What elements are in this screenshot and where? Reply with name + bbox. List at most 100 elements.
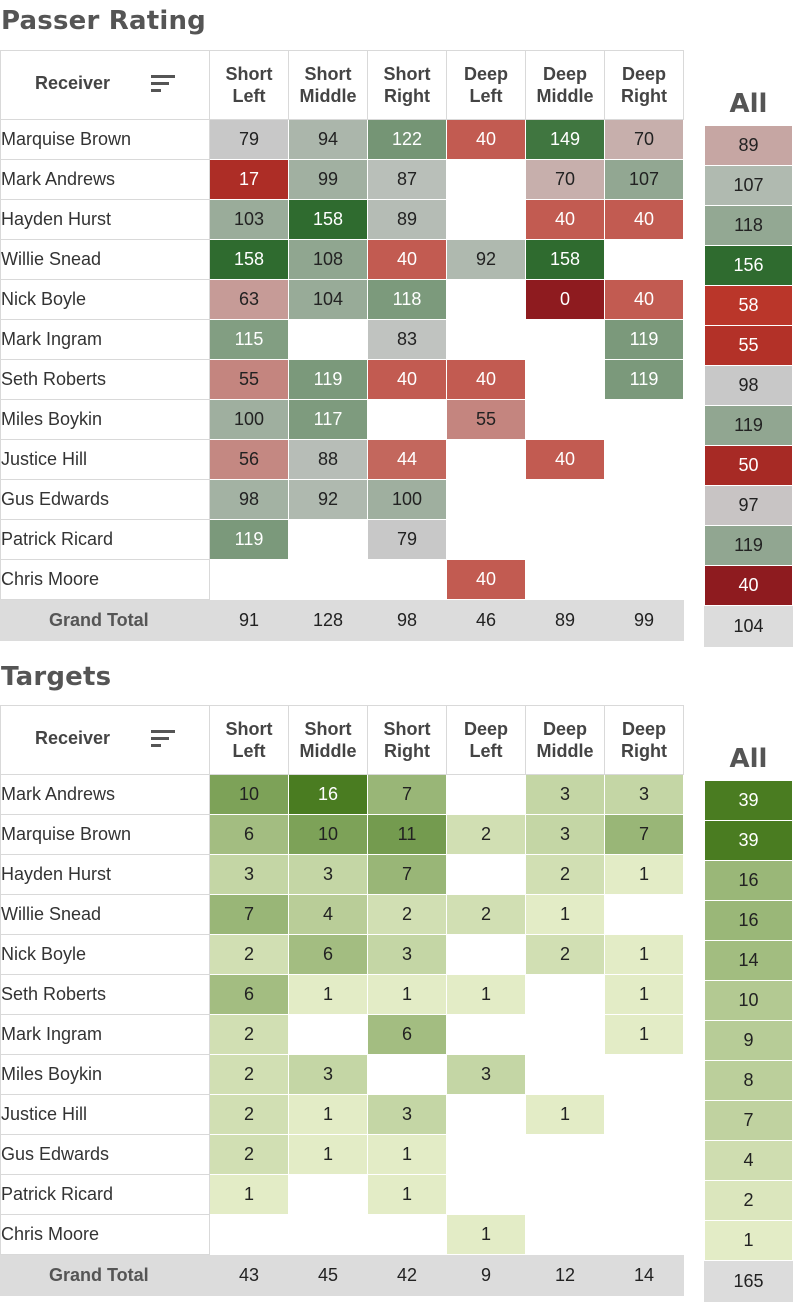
column-header[interactable]: Short Middle [288, 705, 368, 775]
heat-cell: 1 [288, 1134, 368, 1175]
all-total-value: 104 [704, 605, 793, 647]
targets-section: Targets Receiver Short Left Short Middle Sh… [0, 656, 794, 1306]
all-row: 97 [704, 485, 793, 526]
heat-cell: 107 [604, 159, 684, 200]
heat-cell [525, 399, 605, 440]
heat-cell [367, 559, 447, 600]
grand-total-value: 99 [604, 599, 684, 641]
column-header-label: Deep Left [463, 64, 508, 106]
heat-cell: 1 [209, 1174, 289, 1215]
all-cell: 14 [704, 940, 793, 981]
heat-cell [288, 1174, 368, 1215]
heat-cell: 119 [604, 359, 684, 400]
column-header-label: Deep Left [463, 719, 508, 761]
all-cell: 107 [704, 165, 793, 206]
all-cell: 9 [704, 1020, 793, 1061]
heat-cell: 10 [209, 774, 289, 815]
receiver-header[interactable]: Receiver [0, 705, 210, 775]
all-row: 50 [704, 445, 793, 486]
all-cell: 55 [704, 325, 793, 366]
receiver-name: Seth Roberts [0, 974, 210, 1015]
heat-cell [288, 1214, 368, 1255]
all-cell: 39 [704, 780, 793, 821]
heat-cell: 89 [367, 199, 447, 240]
column-header[interactable]: Deep Left [446, 705, 526, 775]
heat-cell: 3 [604, 774, 684, 815]
column-header[interactable]: Short Left [209, 705, 289, 775]
receiver-header[interactable]: Receiver [0, 50, 210, 120]
heat-cell: 122 [367, 119, 447, 160]
receiver-name: Marquise Brown [0, 814, 210, 855]
heat-cell: 1 [525, 1094, 605, 1135]
heat-cell: 158 [288, 199, 368, 240]
all-cell: 4 [704, 1140, 793, 1181]
heat-cell [446, 774, 526, 815]
receiver-name: Mark Andrews [0, 159, 210, 200]
column-header[interactable]: Deep Right [604, 50, 684, 120]
column-header[interactable]: Deep Middle [525, 705, 605, 775]
all-row: 2 [704, 1180, 793, 1221]
receiver-name: Justice Hill [0, 1094, 210, 1135]
heat-cell: 1 [604, 1014, 684, 1055]
table-row: Hayden Hurst 3 3 7 2 1 [0, 854, 684, 895]
receiver-name: Mark Ingram [0, 319, 210, 360]
receiver-name: Chris Moore [0, 1214, 210, 1255]
all-row: 107 [704, 165, 793, 206]
heat-cell: 88 [288, 439, 368, 480]
heat-cell: 17 [209, 159, 289, 200]
heat-cell: 118 [367, 279, 447, 320]
receiver-name: Marquise Brown [0, 119, 210, 160]
table-row: Mark Ingram 115 83 119 [0, 319, 684, 360]
targets-all-column: All 39 39 16 16 14 10 9 8 7 4 2 1 165 [704, 705, 793, 1302]
heat-cell: 40 [525, 439, 605, 480]
grand-total-value: 128 [288, 599, 368, 641]
receiver-name: Gus Edwards [0, 1134, 210, 1175]
receiver-name: Gus Edwards [0, 479, 210, 520]
table-row: Gus Edwards 2 1 1 [0, 1134, 684, 1175]
heat-cell: 40 [525, 199, 605, 240]
heat-cell [367, 399, 447, 440]
heat-cell: 117 [288, 399, 368, 440]
grand-total-row: Grand Total 43 45 42 9 12 14 [0, 1254, 684, 1296]
table-row: Seth Roberts 55 119 40 40 119 [0, 359, 684, 400]
heat-cell [446, 199, 526, 240]
heat-cell: 55 [209, 359, 289, 400]
all-cell: 1 [704, 1220, 793, 1261]
table-row: Gus Edwards 98 92 100 [0, 479, 684, 520]
heat-cell: 7 [209, 894, 289, 935]
heat-cell [604, 1174, 684, 1215]
heat-cell [446, 479, 526, 520]
sort-icon[interactable] [151, 75, 175, 95]
heat-cell [446, 1134, 526, 1175]
heat-cell: 40 [446, 359, 526, 400]
heat-cell: 158 [525, 239, 605, 280]
heat-cell: 1 [367, 1174, 447, 1215]
column-header[interactable]: Short Right [367, 50, 447, 120]
column-header[interactable]: Short Middle [288, 50, 368, 120]
grand-total-label: Grand Total [0, 599, 210, 641]
heat-cell: 2 [209, 1014, 289, 1055]
column-header-label: Short Middle [299, 64, 357, 106]
heat-cell: 1 [604, 934, 684, 975]
column-header[interactable]: Deep Middle [525, 50, 605, 120]
heat-cell [525, 359, 605, 400]
table-row: Nick Boyle 63 104 118 0 40 [0, 279, 684, 320]
receiver-name: Patrick Ricard [0, 1174, 210, 1215]
heat-cell: 83 [367, 319, 447, 360]
column-header-label: Deep Right [621, 719, 667, 761]
heat-cell [209, 1214, 289, 1255]
heat-cell: 2 [209, 1094, 289, 1135]
receiver-name: Nick Boyle [0, 934, 210, 975]
all-row: 8 [704, 1060, 793, 1101]
table-row: Hayden Hurst 103 158 89 40 40 [0, 199, 684, 240]
column-header[interactable]: Short Left [209, 50, 289, 120]
heat-cell [604, 479, 684, 520]
column-header[interactable]: Short Right [367, 705, 447, 775]
heat-cell: 40 [446, 559, 526, 600]
heat-cell: 2 [446, 894, 526, 935]
column-header[interactable]: Deep Left [446, 50, 526, 120]
all-total-value: 165 [704, 1260, 793, 1302]
column-header[interactable]: Deep Right [604, 705, 684, 775]
sort-icon[interactable] [151, 730, 175, 750]
heat-cell [525, 1014, 605, 1055]
